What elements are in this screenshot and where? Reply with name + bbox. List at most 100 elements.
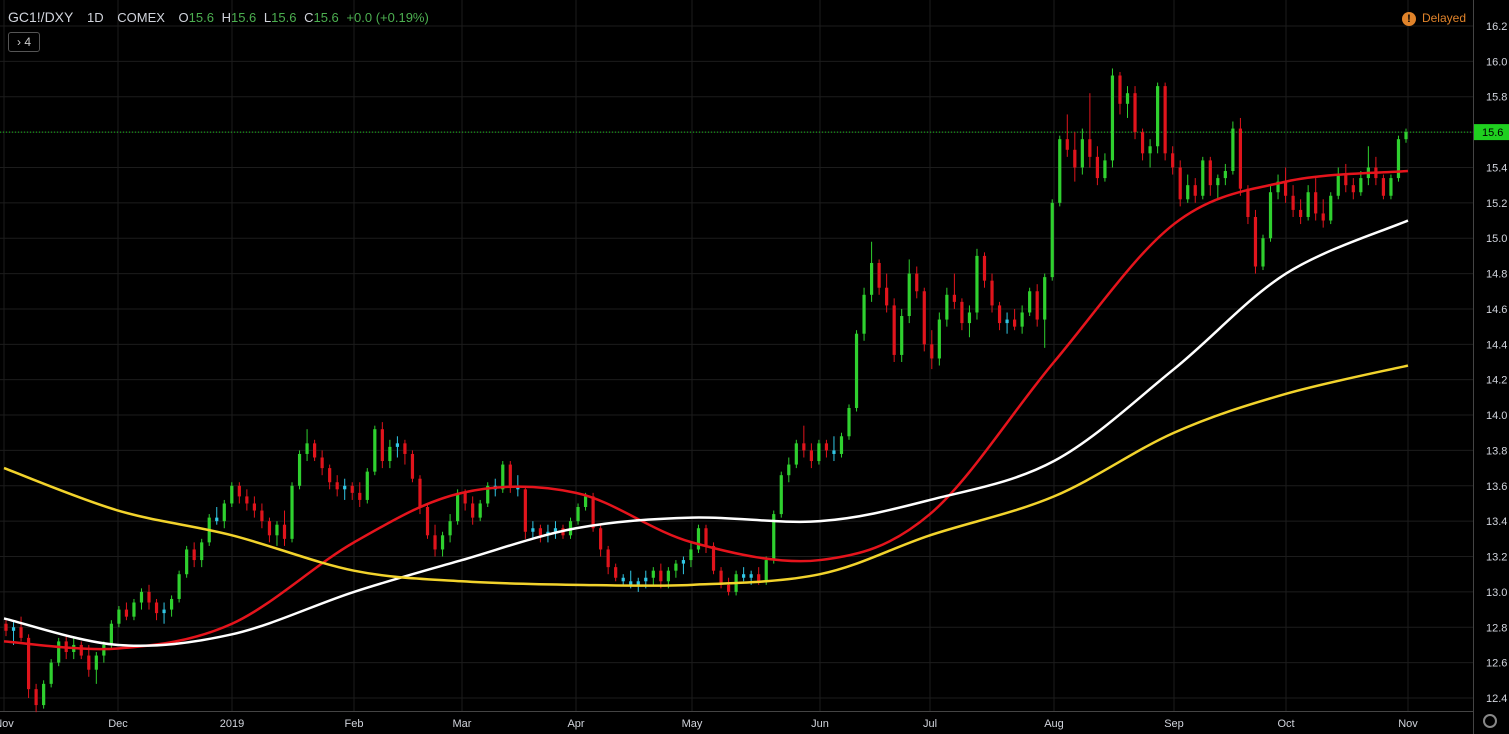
candle-body	[313, 443, 317, 458]
candle-body	[990, 280, 994, 306]
candle-body	[1283, 181, 1288, 196]
candle-body	[681, 560, 686, 564]
time-tick-label: Mar	[453, 718, 472, 730]
candle-body	[1404, 132, 1408, 140]
candle-body	[621, 577, 625, 582]
candle-body	[1276, 181, 1280, 193]
candle-body	[1035, 291, 1039, 320]
time-tick-label: Sep	[1164, 718, 1184, 730]
candle-body	[674, 563, 678, 571]
timeframe-label[interactable]: 1D	[86, 10, 104, 25]
time-tick-label: Oct	[1277, 718, 1294, 730]
candle-body	[1396, 139, 1401, 179]
candle-body	[614, 567, 618, 578]
price-tick-label: 14.4	[1486, 339, 1507, 351]
candle-body	[124, 609, 129, 617]
candle-body	[847, 407, 851, 437]
candle-body	[1381, 178, 1386, 196]
price-tick-label: 14.8	[1486, 269, 1507, 281]
price-tick-label: 16.0	[1486, 56, 1507, 68]
candle-body	[102, 644, 106, 656]
candle-body	[192, 549, 196, 561]
price-tick-label: 13.4	[1486, 516, 1507, 528]
candle-body	[230, 485, 234, 504]
last-price-badge	[1474, 124, 1509, 141]
candle-body	[1223, 171, 1227, 179]
candle-body	[1359, 178, 1363, 193]
candle-body	[945, 294, 949, 320]
high-label: H	[221, 10, 231, 25]
candle-body	[869, 262, 874, 295]
candle-body	[1344, 174, 1348, 186]
candle-body	[215, 517, 219, 522]
time-tick-label: May	[682, 718, 703, 730]
candle-body	[1043, 277, 1047, 320]
delayed-label: Delayed	[1421, 11, 1466, 25]
candle-body	[282, 524, 287, 539]
indicators-toggle-button[interactable]: › 4	[8, 32, 40, 52]
candle-body	[689, 549, 693, 561]
candle-body	[508, 464, 512, 486]
price-tick-label: 13.8	[1486, 445, 1507, 457]
candle-body	[711, 545, 716, 571]
candle-body	[87, 655, 91, 670]
candle-body	[885, 287, 889, 306]
delayed-badge[interactable]: ! Delayed	[1401, 11, 1466, 26]
candle-body	[576, 507, 580, 522]
exchange-label: COMEX	[117, 10, 165, 25]
settings-gear-icon[interactable]	[1483, 714, 1497, 728]
candle-body	[1216, 178, 1220, 186]
candle-body	[772, 514, 776, 561]
change-value: +0.0 (+0.19%)	[346, 10, 429, 25]
candle-body	[922, 291, 926, 345]
candle-body	[651, 570, 655, 578]
candle-body	[1103, 160, 1107, 179]
candle-body	[644, 577, 648, 582]
candle-body	[343, 485, 347, 490]
candle-body	[94, 655, 98, 670]
candle-body	[824, 443, 829, 451]
symbol-name[interactable]: GC1!/DXY	[8, 9, 74, 25]
candle-body	[1299, 209, 1303, 217]
candle-body	[960, 301, 964, 324]
candle-body	[907, 273, 911, 317]
candle-body	[237, 485, 241, 497]
low-value: 15.6	[271, 10, 297, 25]
price-tick-label: 12.8	[1486, 622, 1507, 634]
candle-body	[448, 521, 452, 536]
candle-body	[162, 609, 166, 614]
candle-body	[982, 255, 987, 281]
price-tick-label: 14.0	[1486, 410, 1507, 422]
candle-body	[252, 503, 256, 511]
candle-body	[599, 528, 603, 550]
candle-body	[809, 450, 813, 462]
candle-body	[478, 503, 482, 518]
candle-body	[1291, 195, 1295, 210]
time-tick-label: Apr	[567, 718, 584, 730]
candle-body	[742, 574, 746, 578]
candle-body	[794, 443, 798, 465]
candle-body	[501, 464, 505, 490]
time-tick-label: Jul	[923, 718, 937, 730]
candle-body	[636, 581, 640, 585]
candle-body	[290, 485, 294, 539]
candle-body	[1125, 93, 1130, 104]
candle-body	[997, 305, 1002, 324]
time-tick-label: Nov	[1398, 718, 1418, 730]
candle-body	[418, 478, 422, 508]
candle-body	[1351, 185, 1355, 193]
candle-body	[154, 602, 159, 614]
candle-body	[629, 581, 633, 585]
candle-body	[320, 457, 324, 469]
high-value: 15.6	[230, 10, 257, 25]
last-price-label: 15.6	[1482, 127, 1503, 139]
symbol-header: GC1!/DXY 1D COMEX O15.6 H15.6 L15.6 C15.…	[8, 9, 429, 25]
candle-body	[1140, 132, 1145, 154]
candle-body	[260, 510, 264, 522]
candle-body	[1238, 128, 1243, 189]
candle-body	[1193, 185, 1197, 196]
candle-body	[79, 644, 83, 656]
candle-body	[34, 689, 38, 706]
candle-body	[147, 591, 151, 603]
